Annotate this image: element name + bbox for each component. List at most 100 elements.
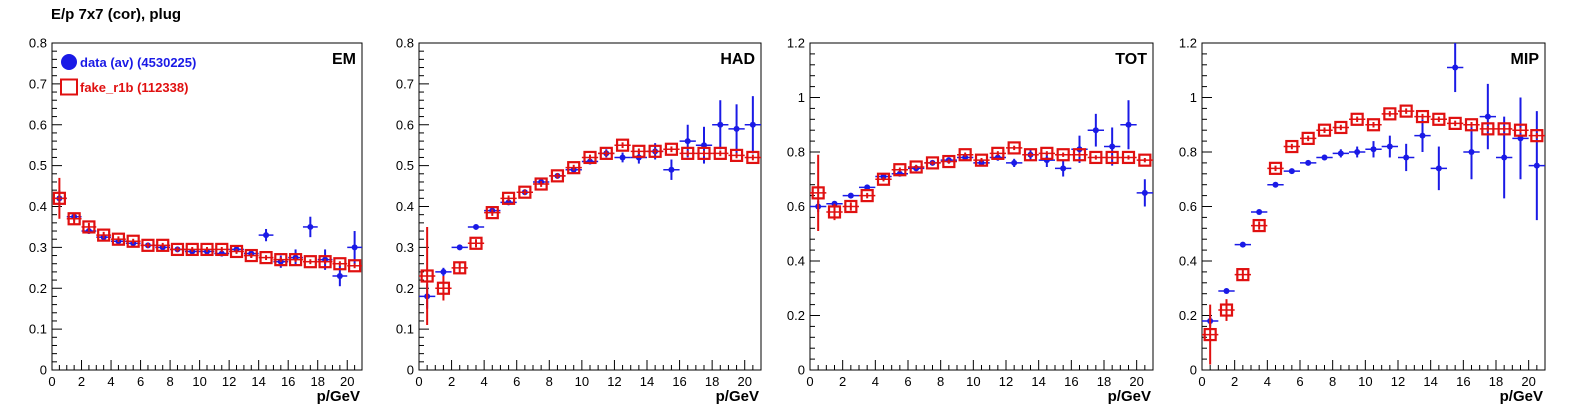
x-tick-label: 6 — [513, 374, 520, 389]
data-point-data — [1484, 113, 1491, 120]
x-tick-label: 20 — [1129, 374, 1143, 389]
y-tick-label: 0.5 — [396, 158, 414, 173]
data-point-fake — [244, 248, 258, 263]
data-point-fake — [844, 199, 858, 214]
y-tick-label: 0.2 — [787, 308, 805, 323]
y-tick-label: 0.8 — [29, 36, 47, 51]
data-point-data — [1092, 127, 1099, 134]
data-point-fake — [583, 150, 597, 165]
x-tick-label: 18 — [310, 374, 324, 389]
y-tick-label: 0.1 — [29, 322, 47, 337]
x-tick-label: 2 — [448, 374, 455, 389]
x-axis-label: p/GeV — [716, 388, 759, 405]
data-point-data — [1141, 189, 1148, 196]
data-point-fake — [156, 238, 170, 252]
legend: data (av) (4530225) fake_r1b (112338) — [60, 54, 196, 96]
chart-panel-em: 0 2 4 6 8 10 12 14 16 18 20 0 0.1 0.2 0.3 0.4 0.5 0.6 0.7 0… — [29, 36, 363, 405]
data-point-fake — [141, 238, 155, 252]
figure-title: E/p 7x7 (cor), plug — [51, 6, 182, 23]
y-tick-label: 0.4 — [787, 254, 805, 269]
plot-frame — [1201, 42, 1546, 371]
y-tick-label: 1 — [1190, 90, 1197, 105]
x-tick-label: 12 — [222, 374, 236, 389]
y-tick-label: 0.8 — [396, 36, 414, 51]
x-axis-label: p/GeV — [1108, 388, 1151, 405]
data-point-fake — [1481, 122, 1495, 136]
data-point-fake — [453, 261, 467, 275]
data-point-fake — [648, 144, 662, 158]
y-tick-label: 0.6 — [787, 199, 805, 214]
x-tick-label: 14 — [251, 374, 265, 389]
y-tick-label: 0.6 — [29, 117, 47, 132]
data-point-fake — [1268, 161, 1283, 175]
data-point-fake — [111, 232, 126, 246]
data-point-fake — [632, 144, 646, 158]
data-point-fake — [1121, 150, 1136, 165]
data-point-data — [473, 223, 479, 230]
data-point-fake — [1399, 104, 1413, 118]
data-point-data — [1468, 149, 1475, 155]
x-tick-label: 4 — [481, 374, 488, 389]
x-tick-label: 0 — [1198, 374, 1205, 389]
legend-marker-fake — [60, 78, 78, 96]
x-axis-label: p/GeV — [317, 388, 360, 405]
data-point-fake — [185, 242, 199, 257]
data-point-fake — [1089, 150, 1103, 165]
data-point-fake — [333, 257, 347, 271]
data-point-fake — [1040, 146, 1054, 160]
data-point-data — [1403, 154, 1410, 161]
data-point-fake — [811, 186, 825, 200]
data-point-fake — [436, 281, 451, 295]
data-point-fake — [229, 244, 244, 259]
data-point-data — [336, 272, 343, 279]
data-point-data — [684, 138, 691, 145]
series-data — [419, 96, 761, 309]
data-point-fake — [1072, 148, 1087, 162]
data-point-fake — [1007, 141, 1021, 155]
data-point-fake — [469, 236, 483, 250]
data-point-fake — [974, 153, 989, 167]
data-point-data — [1337, 150, 1344, 157]
y-tick-label: 0.3 — [29, 240, 47, 255]
y-tick-label: 0 — [407, 363, 414, 378]
data-point-fake — [1464, 118, 1479, 132]
y-tick-label: 0.7 — [396, 76, 414, 91]
data-point-fake — [52, 191, 66, 205]
series-data — [1202, 43, 1545, 327]
x-tick-label: 10 — [1358, 374, 1372, 389]
x-tick-label: 12 — [999, 374, 1013, 389]
data-point-fake — [860, 189, 874, 203]
data-point-data — [619, 154, 626, 161]
x-tick-label: 14 — [640, 374, 654, 389]
data-point-data — [456, 244, 463, 251]
y-tick-label: 0.3 — [396, 240, 414, 255]
data-point-fake — [420, 269, 434, 283]
legend-label: fake_r1b (112338) — [80, 80, 188, 95]
y-tick-label: 0.6 — [396, 117, 414, 132]
x-axis-label: p/GeV — [1500, 388, 1543, 405]
data-point-fake — [1350, 112, 1364, 126]
x-tick-label: 4 — [107, 374, 114, 389]
data-point-data — [1239, 241, 1246, 248]
data-point-fake — [67, 212, 81, 226]
x-tick-label: 10 — [575, 374, 589, 389]
chart-panel-tot: 0 2 4 6 8 10 12 14 16 18 20 0 0.2 0.4 0.6 0.8 1 1.2 p/GeV T… — [787, 36, 1154, 405]
data-point-data — [1321, 154, 1328, 161]
data-point-data — [1305, 159, 1312, 166]
data-point-fake — [909, 160, 923, 174]
data-point-fake — [288, 253, 303, 267]
series-fake — [52, 177, 362, 273]
data-point-data — [749, 121, 756, 128]
data-point-data — [1272, 181, 1279, 188]
y-tick-label: 1.2 — [1179, 36, 1197, 51]
data-point-data — [733, 125, 740, 132]
data-point-fake — [567, 161, 581, 175]
data-point-fake — [1203, 327, 1217, 342]
x-tick-label: 16 — [1064, 374, 1078, 389]
x-tick-label: 2 — [839, 374, 846, 389]
data-point-data — [1452, 64, 1459, 71]
panel-title: HAD — [720, 51, 755, 68]
x-tick-label: 0 — [415, 374, 422, 389]
x-tick-label: 8 — [546, 374, 553, 389]
x-tick-label: 14 — [1423, 374, 1437, 389]
